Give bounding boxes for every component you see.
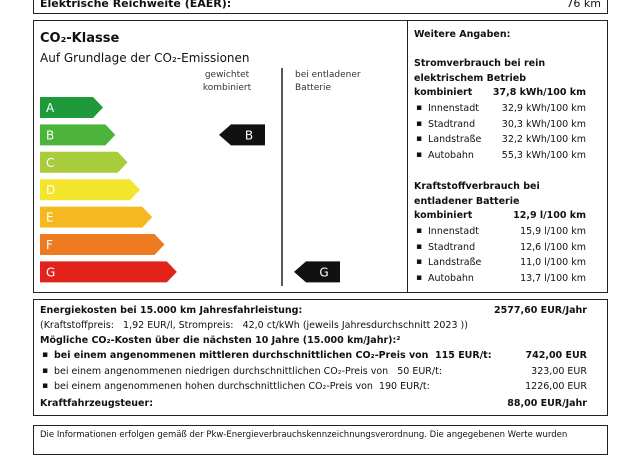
co2-subtitle: Auf Grundlage der CO₂-Emissionen [40, 51, 250, 65]
detail-value: 11,0 l/100 km [520, 257, 586, 268]
header-label: Elektrische Reichweite (EAER): [40, 0, 232, 10]
detail-row: Landstraße 32,2 kWh/100 km [414, 134, 586, 149]
cost-label: bei einem angenommenen niedrigen durchsc… [54, 365, 443, 377]
header-box: Elektrische Reichweite (EAER): 76 km [33, 0, 608, 14]
detail-label: Innenstadt [428, 103, 479, 114]
page: Elektrische Reichweite (EAER): 76 km CO₂… [0, 0, 634, 443]
cost-label: (Kraftstoffpreis: 1,92 EUR/l, Strompreis… [40, 320, 468, 331]
cost-row: bei einem angenommenen mittleren durchsc… [40, 350, 587, 365]
cost-label: Energiekosten bei 15.000 km Jahresfahrle… [40, 305, 303, 316]
class-label: D [46, 183, 55, 197]
detail-row: Landstraße 11,0 l/100 km [414, 257, 586, 272]
class-arrow [40, 179, 140, 201]
cost-row: bei einem angenommenen niedrigen durchsc… [40, 366, 587, 381]
detail-value: 32,2 kWh/100 km [501, 134, 586, 145]
combined-value: 12,9 l/100 km [513, 210, 586, 221]
detail-label: Innenstadt [428, 226, 479, 237]
detail-row: Stadtrand 12,6 l/100 km [414, 242, 586, 257]
combined-value: 37,8 kWh/100 km [492, 87, 586, 98]
details-title: Weitere Angaben: [414, 29, 511, 40]
detail-row: Stadtrand 30,3 kWh/100 km [414, 119, 586, 134]
class-marker-label: B [245, 128, 253, 142]
class-label: F [46, 238, 53, 252]
detail-value: 30,3 kWh/100 km [501, 118, 586, 130]
detail-value: 13,7 l/100 km [520, 272, 586, 284]
col-discharged: bei entladener Batterie [295, 70, 361, 93]
detail-value: 15,9 l/100 km [520, 226, 586, 237]
class-label: C [46, 156, 54, 170]
detail-row: Innenstadt 32,9 kWh/100 km [414, 103, 586, 118]
section-heading: Stromverbrauch bei rein elektrischem Bet… [414, 58, 546, 84]
detail-label: Landstraße [428, 134, 482, 145]
detail-label: Autobahn [428, 272, 474, 284]
details: Weitere Angaben: Stromverbrauch bei rein … [414, 29, 586, 291]
cost-value: 2577,60 EUR/Jahr [494, 305, 587, 316]
col-weighted: gewichtet kombiniert [202, 70, 252, 93]
class-arrow [40, 261, 177, 283]
detail-row: Autobahn 55,3 kWh/100 km [414, 150, 586, 165]
detail-row: Innenstadt 15,9 l/100 km [414, 226, 586, 241]
costs-box: Energiekosten bei 15.000 km Jahresfahrle… [33, 299, 608, 416]
cost-value: 88,00 EUR/Jahr [507, 398, 587, 409]
class-label: B [46, 128, 54, 142]
detail-value: 12,6 l/100 km [520, 241, 586, 253]
class-arrow [40, 97, 103, 118]
footer-text: Die Informationen erfolgen gemäß der Pkw… [40, 430, 568, 440]
cost-row: Energiekosten bei 15.000 km Jahresfahrle… [40, 305, 587, 320]
detail-label: Landstraße [428, 257, 482, 268]
combined-label: kombiniert [414, 87, 473, 98]
class-marker-label: G [319, 265, 328, 279]
class-arrow [40, 206, 153, 228]
combined-row: kombiniert 37,8 kWh/100 km [414, 87, 586, 102]
class-arrow [40, 124, 116, 146]
cost-label: bei einem angenommenen mittleren durchsc… [54, 350, 492, 361]
class-arrow [40, 151, 128, 173]
detail-value: 32,9 kWh/100 km [501, 103, 586, 114]
cost-row: Kraftfahrzeugsteuer: 88,00 EUR/Jahr [40, 398, 587, 413]
class-label: A [46, 101, 55, 115]
cost-row: Mögliche CO₂-Kosten über die nächsten 10… [40, 335, 587, 350]
cost-row: (Kraftstoffpreis: 1,92 EUR/l, Strompreis… [40, 320, 587, 335]
combined-label: kombiniert [414, 210, 473, 221]
cost-value: 1226,00 EUR [525, 381, 587, 392]
class-marker [219, 124, 265, 146]
cost-label: Mögliche CO₂-Kosten über die nächsten 10… [40, 335, 401, 346]
detail-label: Stadtrand [428, 118, 476, 130]
detail-row: Autobahn 13,7 l/100 km [414, 273, 586, 288]
co2-title: CO₂-Klasse [40, 31, 120, 46]
combined-row: kombiniert 12,9 l/100 km [414, 210, 586, 225]
footer-box: Die Informationen erfolgen gemäß der Pkw… [33, 425, 608, 455]
section-heading: Kraftstoffverbrauch bei entladener Batte… [414, 181, 540, 207]
class-label: E [46, 211, 54, 225]
cost-value: 742,00 EUR [525, 350, 588, 361]
cost-label: bei einem angenommenen hohen durchschnit… [54, 381, 430, 392]
cost-row: bei einem angenommenen hohen durchschnit… [40, 381, 587, 396]
cost-value: 323,00 EUR [531, 365, 587, 377]
detail-label: Autobahn [428, 149, 474, 161]
class-arrow [40, 234, 165, 255]
detail-label: Stadtrand [428, 241, 476, 253]
divider [407, 21, 408, 292]
detail-value: 55,3 kWh/100 km [501, 149, 586, 161]
class-label: G [46, 265, 55, 279]
header-value: 76 km [566, 0, 601, 10]
main-box: CO₂-Klasse Auf Grundlage der CO₂-Emissio… [33, 20, 608, 293]
cost-label: Kraftfahrzeugsteuer: [40, 398, 153, 409]
class-marker [294, 261, 340, 283]
